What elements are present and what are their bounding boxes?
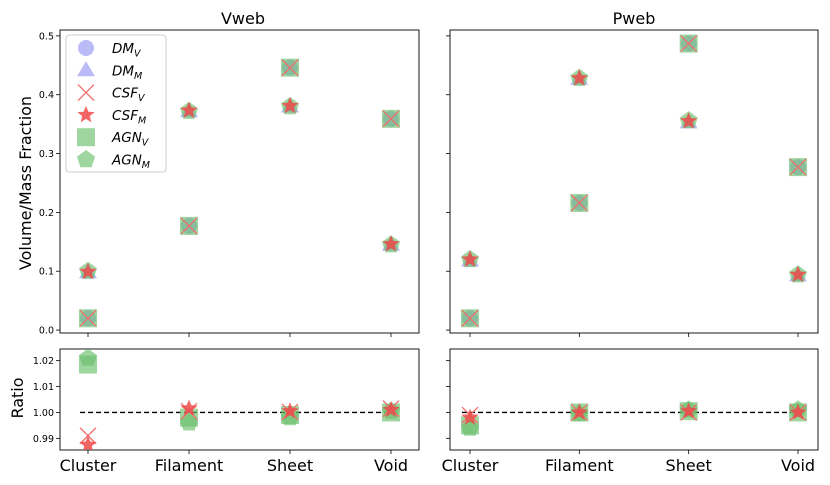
x-tick-label-sheet: Sheet xyxy=(267,456,313,475)
point-csf-v-sheet xyxy=(281,59,299,77)
data-points xyxy=(461,34,807,328)
legend-marker-square xyxy=(77,128,95,147)
point-agn-m-cluster xyxy=(79,349,97,366)
legend-item-csf-v: CSFV xyxy=(77,84,146,105)
data-points xyxy=(79,58,400,328)
point-csf-m-cluster xyxy=(461,408,479,425)
x-tick-label-cluster: Cluster xyxy=(60,456,117,475)
legend-label: CSFM xyxy=(112,108,146,127)
legend-marker-pentagon xyxy=(77,150,95,168)
panel-3: 0.99 1.00 1.01 1.02 Cluster Filament Sheet Void xyxy=(33,348,420,475)
legend-label: AGNV xyxy=(111,130,150,149)
point-csf-v-cluster xyxy=(461,309,479,327)
panel-4: Cluster Filament Sheet Void xyxy=(442,348,819,475)
axes-frame xyxy=(59,348,420,451)
point-agn-m-filament xyxy=(180,413,198,431)
panel-1: 0.0 0.1 0.2 0.3 0.4 0.5 xyxy=(39,29,420,337)
point-csf-m-filament xyxy=(180,101,198,118)
legend-item-dm-m: DMM xyxy=(77,61,142,82)
legend-item-dm-v: DMV xyxy=(78,40,142,60)
x-tick-label-filament: Filament xyxy=(155,456,224,475)
point-csf-m-filament xyxy=(180,399,198,416)
point-csf-v-filament xyxy=(570,194,588,212)
point-csf-m-void xyxy=(382,400,400,418)
legend: DMV DMM CSFV CSFM AGNV AGNM xyxy=(65,34,167,173)
point-csf-v-sheet xyxy=(680,35,698,52)
panel-title-vweb: Vweb xyxy=(221,9,265,28)
point-csf-m-cluster xyxy=(79,435,97,450)
data-points xyxy=(461,400,807,436)
y-tick-label: 1.02 xyxy=(33,356,54,367)
axes-frame xyxy=(449,29,819,334)
legend-item-csf-m: CSFM xyxy=(77,105,146,127)
point-agn-m-sheet xyxy=(281,408,299,426)
y-tick-label: 0.5 xyxy=(39,31,54,42)
plot-panels: 0.0 0.1 0.2 0.3 0.4 0.5 0.99 1.00 1.01 1.02 Cluste… xyxy=(33,29,819,475)
point-csf-m-cluster xyxy=(461,250,479,267)
point-csf-m-void xyxy=(789,265,807,282)
point-csf-v-cluster xyxy=(79,427,97,445)
data-points xyxy=(79,349,400,450)
y-tick-label: 0.0 xyxy=(39,326,54,337)
legend-item-agn-m: AGNM xyxy=(77,150,150,171)
x-tick-label-void: Void xyxy=(374,456,408,475)
point-csf-v-void xyxy=(789,158,807,176)
point-csf-m-sheet xyxy=(680,112,698,129)
y-tick-label: 0.99 xyxy=(33,434,54,445)
y-tick-label: 1.01 xyxy=(33,382,54,393)
x-tick-label-cluster: Cluster xyxy=(442,456,499,475)
y-tick-label: 0.4 xyxy=(39,90,54,101)
point-csf-m-cluster xyxy=(79,262,97,280)
point-csf-v-filament xyxy=(180,217,198,235)
y-tick-label: 0.2 xyxy=(39,208,54,219)
y-tick-label: 0.3 xyxy=(39,149,54,160)
legend-label: DMM xyxy=(112,63,142,82)
point-csf-m-sheet xyxy=(281,402,299,419)
point-csf-v-void xyxy=(382,110,400,128)
y-axis-label-ratio: Ratio xyxy=(8,377,27,418)
point-csf-m-void xyxy=(382,235,400,252)
axes-frame xyxy=(449,348,819,451)
legend-label: DMV xyxy=(112,41,142,60)
legend-label: AGNM xyxy=(111,153,150,172)
legend-marker-x xyxy=(77,84,95,102)
axes-frame xyxy=(59,29,420,334)
y-tick-label: 1.00 xyxy=(33,408,54,419)
x-tick-label-sheet: Sheet xyxy=(666,456,712,475)
legend-item-agn-v: AGNV xyxy=(77,128,150,149)
point-csf-m-sheet xyxy=(281,96,299,114)
legend-marker-triangle xyxy=(77,61,95,77)
y-axis-label-fraction: Volume/Mass Fraction xyxy=(16,96,35,270)
point-csf-m-sheet xyxy=(680,402,698,419)
x-tick-label-filament: Filament xyxy=(545,456,614,475)
panel-2 xyxy=(446,29,819,337)
legend-label: CSFV xyxy=(112,86,146,105)
point-csf-m-void xyxy=(789,403,807,420)
point-csf-v-cluster xyxy=(79,309,97,327)
legend-marker-circle xyxy=(78,40,94,56)
point-csf-m-filament xyxy=(570,69,588,86)
point-csf-m-filament xyxy=(570,403,588,420)
legend-marker-star xyxy=(77,105,95,123)
panel-title-pweb: Pweb xyxy=(613,9,656,28)
x-tick-label-void: Void xyxy=(781,456,815,475)
y-tick-label: 0.1 xyxy=(39,267,54,278)
